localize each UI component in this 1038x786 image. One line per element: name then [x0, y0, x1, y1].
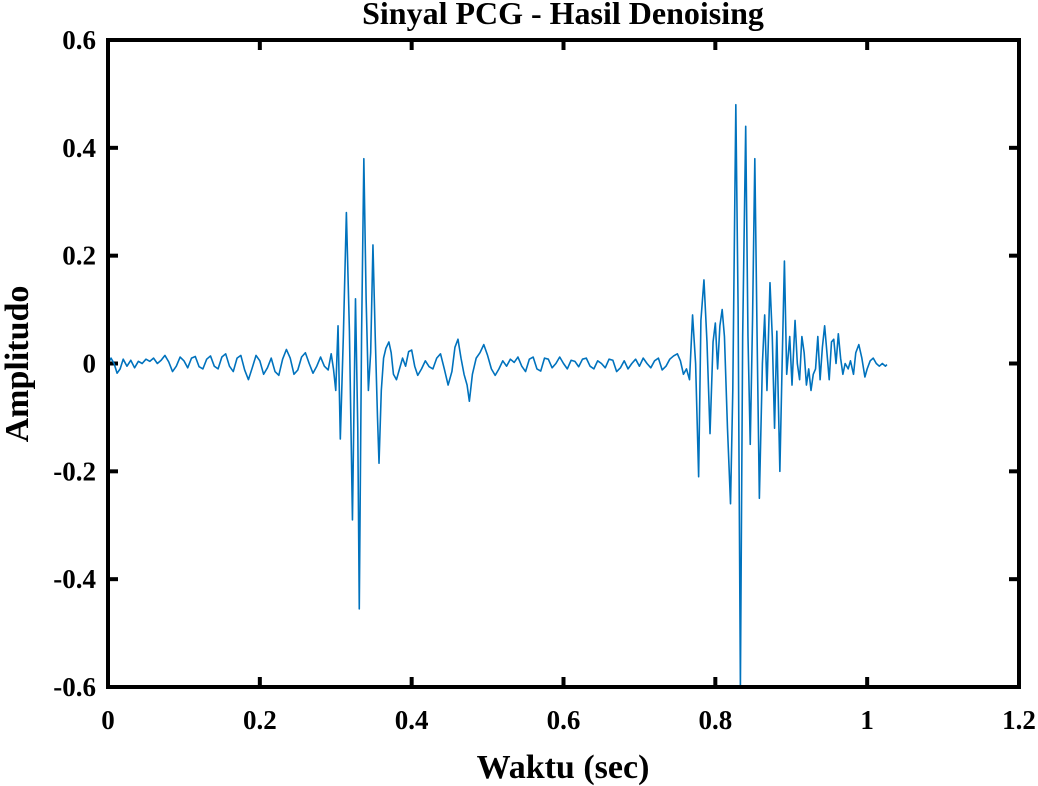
- x-axis-label: Waktu (sec): [477, 749, 650, 786]
- x-tick-label: 1.2: [1002, 705, 1036, 735]
- y-tick-label: 0.4: [62, 133, 96, 163]
- x-tick-label: 0.2: [243, 705, 277, 735]
- x-tick-label: 1: [860, 705, 874, 735]
- x-tick-label: 0: [101, 705, 115, 735]
- chart-title: Sinyal PCG - Hasil Denoising: [362, 0, 764, 31]
- ticks-group: 0 0.2 0.4 0.6 0.8 1 1.2 0.6 0.4 0.2 0 -0.2 -0.4 -0.6: [53, 25, 1036, 735]
- y-tick-label: 0.6: [62, 25, 96, 55]
- series-group: [107, 103, 888, 688]
- y-tick-label: -0.4: [53, 564, 96, 594]
- y-tick-label: -0.2: [53, 456, 96, 486]
- series-line-0: [107, 103, 888, 688]
- x-tick-label: 0.8: [698, 705, 732, 735]
- x-tick-label: 0.6: [547, 705, 581, 735]
- y-axis-label: Amplitudo: [0, 286, 36, 443]
- x-tick-label: 0.4: [395, 705, 429, 735]
- y-tick-label: 0: [83, 349, 97, 379]
- plot-frame: [106, 38, 1021, 689]
- y-tick-label: -0.6: [53, 672, 96, 702]
- y-tick-label: 0.2: [62, 241, 96, 271]
